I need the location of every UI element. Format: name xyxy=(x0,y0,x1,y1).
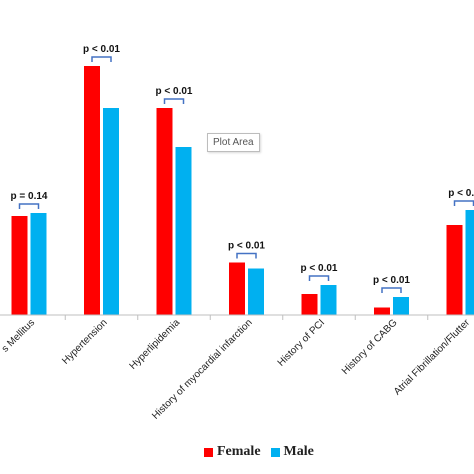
bar-male-history-of-pci xyxy=(320,285,337,315)
p-value-atrial-fibrillation-flutter: p < 0.0 xyxy=(448,188,474,199)
bar-female-atrial-fibrillation-flutter xyxy=(446,225,463,315)
bar-male-hyperlipidemia xyxy=(175,147,192,315)
p-bracket-history-of-cabg xyxy=(381,287,402,293)
legend-swatch-male xyxy=(270,447,280,457)
category-label-diabetes-mellitus: s Mellitus xyxy=(0,317,37,354)
legend-label-male: Male xyxy=(283,444,314,459)
bar-male-hypertension xyxy=(103,108,119,315)
p-bracket-atrial-fibrillation-flutter xyxy=(453,200,474,206)
p-bracket-hyperlipidemia xyxy=(163,98,185,104)
p-value-history-of-myocardial-infarction: p < 0.01 xyxy=(228,241,265,252)
p-value-hypertension: p < 0.01 xyxy=(83,44,120,55)
bar-female-history-of-pci xyxy=(301,294,318,315)
bar-female-history-of-cabg xyxy=(374,307,390,315)
category-label-hypertension: Hypertension xyxy=(60,317,109,366)
x-axis-ticks xyxy=(64,315,429,320)
category-label-atrial-fibrillation-flutter: Atrial Fibrillation/Flutter xyxy=(392,317,473,398)
p-value-diabetes-mellitus: p = 0.14 xyxy=(11,191,48,202)
p-value-history-of-pci: p < 0.01 xyxy=(301,263,338,274)
legend-item-male: Male xyxy=(270,444,314,460)
bar-female-hypertension xyxy=(84,66,100,315)
p-bracket-history-of-myocardial-infarction xyxy=(236,252,257,259)
p-bracket-history-of-pci xyxy=(308,275,330,281)
p-bracket-hypertension xyxy=(91,56,112,62)
legend-item-female: Female xyxy=(204,444,261,460)
bar-male-diabetes-mellitus xyxy=(30,213,47,315)
p-value-history-of-cabg: p < 0.01 xyxy=(373,275,410,286)
bar-female-hyperlipidemia xyxy=(156,108,173,315)
legend: Female Male xyxy=(204,444,324,460)
bar-female-history-of-myocardial-infarction xyxy=(229,262,245,315)
category-label-hyperlipidemia: Hyperlipidemia xyxy=(128,317,183,372)
p-value-annotations: p = 0.14 p < 0.01 p < 0.01 p < 0.01 p < 0.01… xyxy=(11,44,474,293)
bar-male-history-of-myocardial-infarction xyxy=(248,268,264,315)
tooltip-text: Plot Area xyxy=(213,137,254,148)
plot-area-tooltip: Plot Area xyxy=(207,133,260,152)
bars-group xyxy=(11,66,474,315)
p-bracket-diabetes-mellitus xyxy=(18,203,40,209)
bar-male-history-of-cabg xyxy=(393,297,409,315)
p-value-hyperlipidemia: p < 0.01 xyxy=(156,86,193,97)
bar-male-atrial-fibrillation-flutter xyxy=(465,210,474,315)
bar-female-diabetes-mellitus xyxy=(11,216,28,315)
legend-swatch-female xyxy=(204,447,213,457)
x-axis-tick-labels: s Mellitus Hypertension Hyperlipidemia Hist… xyxy=(0,317,473,422)
category-label-history-of-pci: History of PCI xyxy=(276,317,327,368)
category-label-history-of-cabg: History of CABG xyxy=(340,317,400,377)
legend-label-female: Female xyxy=(217,444,261,459)
